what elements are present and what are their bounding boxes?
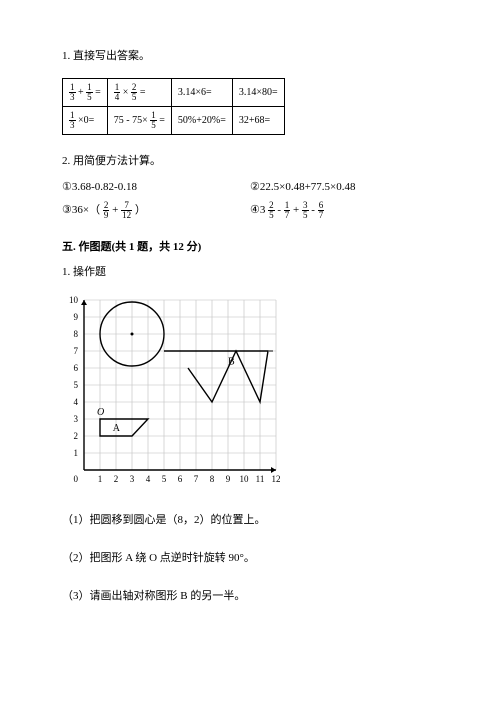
svg-text:5: 5: [74, 380, 79, 390]
sub-question-2: （2）把图形 A 绕 O 点逆时针旋转 90°。: [62, 549, 438, 565]
svg-text:6: 6: [178, 474, 183, 484]
svg-text:4: 4: [74, 397, 79, 407]
svg-text:10: 10: [69, 296, 79, 305]
svg-text:3: 3: [74, 414, 79, 424]
svg-text:12: 12: [272, 474, 281, 484]
grid-figure: 123456789101112123456789100AOB: [62, 296, 438, 489]
svg-text:6: 6: [74, 363, 79, 373]
cell-1-1: 13 + 15 =: [63, 78, 108, 106]
svg-text:9: 9: [226, 474, 231, 484]
question-1-label: 1. 直接写出答案。: [62, 48, 438, 66]
svg-text:8: 8: [74, 329, 79, 339]
svg-text:A: A: [113, 423, 121, 434]
cell-1-4: 3.14×80=: [232, 78, 284, 106]
svg-text:1: 1: [74, 448, 79, 458]
sub-question-3: （3）请画出轴对称图形 B 的另一半。: [62, 587, 438, 603]
item-a: ①3.68-0.82-0.18: [62, 180, 250, 193]
cell-1-3: 3.14×6=: [171, 78, 232, 106]
question-1: 1. 直接写出答案。 13 + 15 = 14 × 25 = 3.14×6= 3…: [62, 48, 438, 135]
question-2: 2. 用简便方法计算。 ①3.68-0.82-0.18 ②22.5×0.48+7…: [62, 153, 438, 221]
cell-2-4: 32+68=: [232, 106, 284, 134]
sub-list: ①3.68-0.82-0.18 ②22.5×0.48+77.5×0.48 ③36…: [62, 180, 438, 220]
question-2-label: 2. 用简便方法计算。: [62, 153, 438, 171]
section-5-q1: 1. 操作题: [62, 264, 438, 282]
table-row: 13 + 15 = 14 × 25 = 3.14×6= 3.14×80=: [63, 78, 285, 106]
svg-text:O: O: [97, 407, 104, 418]
item-d: ④3 25 - 17 + 35 - 67: [250, 201, 438, 220]
table-row: 13 ×0= 75 - 75× 15 = 50%+20%= 32+68=: [63, 106, 285, 134]
svg-text:9: 9: [74, 312, 79, 322]
cell-2-2: 75 - 75× 15 =: [107, 106, 171, 134]
section-5-title: 五. 作图题(共 1 题，共 12 分): [62, 238, 438, 254]
svg-text:4: 4: [146, 474, 151, 484]
cell-2-1: 13 ×0=: [63, 106, 108, 134]
cell-1-2: 14 × 25 =: [107, 78, 171, 106]
svg-text:5: 5: [162, 474, 167, 484]
svg-text:2: 2: [74, 431, 79, 441]
svg-text:B: B: [228, 356, 235, 367]
svg-text:8: 8: [210, 474, 215, 484]
svg-text:11: 11: [256, 474, 265, 484]
svg-text:7: 7: [74, 346, 79, 356]
svg-text:0: 0: [74, 474, 79, 484]
calc-table: 13 + 15 = 14 × 25 = 3.14×6= 3.14×80= 13 …: [62, 78, 285, 135]
sub-question-1: （1）把圆移到圆心是（8，2）的位置上。: [62, 511, 438, 527]
item-c: ③36×（ 29 + 712 ）: [62, 201, 250, 220]
item-b: ②22.5×0.48+77.5×0.48: [250, 180, 438, 193]
svg-text:1: 1: [98, 474, 103, 484]
svg-text:7: 7: [194, 474, 199, 484]
cell-2-3: 50%+20%=: [171, 106, 232, 134]
grid-svg: 123456789101112123456789100AOB: [62, 296, 280, 486]
svg-text:2: 2: [114, 474, 119, 484]
svg-text:3: 3: [130, 474, 135, 484]
svg-text:10: 10: [240, 474, 250, 484]
